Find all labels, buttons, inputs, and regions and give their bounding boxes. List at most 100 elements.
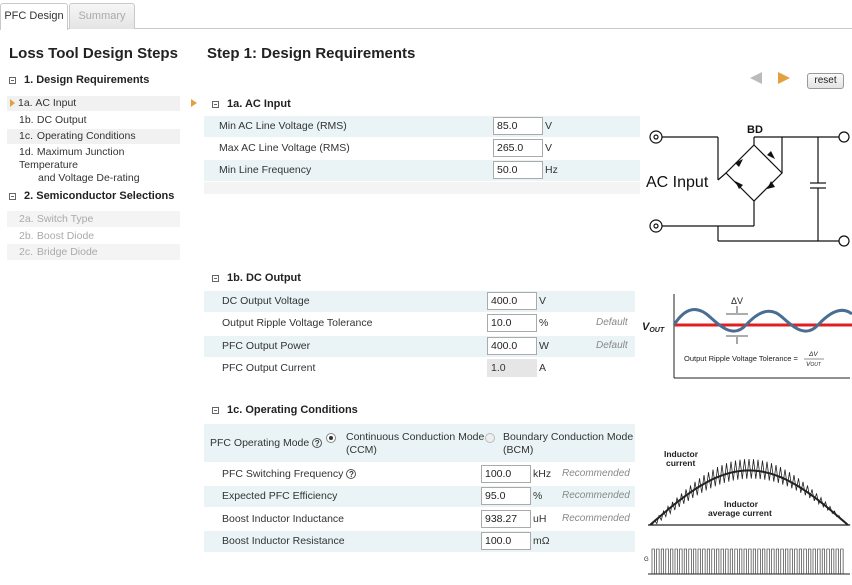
dc-output-voltage-input[interactable] [487,292,537,310]
row-output-ripple: Output Ripple Voltage Tolerance % Defaul… [204,313,635,334]
help-icon[interactable]: ? [312,438,323,449]
row-max-ac-voltage: Max AC Line Voltage (RMS) V [204,138,640,159]
ac-input-bridge-diagram: BD AC Input [646,124,850,247]
pfc-output-power-label: PFC Output Power [222,340,311,352]
unit-label: Hz [545,164,558,176]
recommended-hint: Recommended [562,468,630,479]
max-ac-voltage-label: Max AC Line Voltage (RMS) [219,142,350,154]
gate-label: G [644,557,649,563]
next-step-arrow-icon[interactable] [778,72,790,84]
collapse-icon[interactable] [9,76,16,84]
reset-button[interactable]: reset [807,73,844,89]
average-current-label: Inductor [724,499,759,509]
min-line-frequency-label: Min Line Frequency [219,164,312,176]
unit-label: V [539,295,547,307]
unit-label: V [545,120,553,132]
row-boost-inductor-resistance: Boost Inductor Resistance mΩ [204,531,635,552]
tab-summary[interactable]: Summary [69,3,135,29]
row-min-ac-voltage: Min AC Line Voltage (RMS) V [204,116,640,137]
boost-inductor-inductance-input[interactable] [481,510,531,528]
output-ripple-input[interactable] [487,314,537,332]
expected-efficiency-label: Expected PFC Efficiency [222,490,338,502]
min-ac-voltage-input[interactable] [493,117,543,135]
sidebar-item-ac-input[interactable]: 1a. AC Input [7,96,180,111]
unit-label: mΩ [533,535,550,547]
pfc-switching-frequency-input[interactable] [481,465,531,483]
section-operating-conditions-header[interactable]: 1c. Operating Conditions [212,404,358,416]
row-dc-output-voltage: DC Output Voltage V [204,291,635,312]
collapse-icon[interactable] [212,274,219,282]
ccm-radio-option[interactable] [326,432,336,444]
unit-label: kHz [533,468,552,480]
expected-efficiency-input[interactable] [481,487,531,505]
pfc-output-power-input[interactable] [487,337,537,355]
ccm-label: Continuous Conduction Mode (CCM) [346,431,485,456]
unit-label: uH [533,513,547,525]
page-title: Step 1: Design Requirements [207,45,416,62]
tab-bar: PFC Design Summary [0,0,852,30]
section-ac-input-header[interactable]: 1a. AC Input [212,98,291,110]
inductor-current-diagram: Inductor current Inductor average curren… [644,449,851,575]
collapse-icon[interactable] [212,406,219,414]
average-current-label-2: average current [708,508,772,518]
help-icon[interactable]: ? [346,469,357,480]
sidebar-title: Loss Tool Design Steps [9,45,178,62]
pfc-output-current-readonly [487,359,537,377]
sidebar-item-switch-type: 2a. Switch Type [7,211,180,227]
inductor-current-label: Inductor [664,449,699,459]
ccm-radio[interactable] [326,433,336,443]
collapse-icon[interactable] [9,192,16,200]
ripple-waveform [672,308,852,333]
ripple-fraction-denominator: VOUT [806,361,822,368]
ripple-fraction-numerator: ΔV [808,351,818,358]
bcm-radio-option[interactable] [485,432,495,444]
tab-pfc-design[interactable]: PFC Design [0,3,68,30]
unit-label: V [545,142,553,154]
recommended-hint: Recommended [562,513,630,524]
row-min-line-frequency: Min Line Frequency Hz [204,160,640,181]
row-spacer [204,182,640,194]
current-step-arrow-icon [10,99,15,108]
pfc-operating-mode-label: PFC Operating Mode? [210,437,323,449]
inductor-current-waveform [650,458,851,526]
max-ac-voltage-input[interactable] [493,139,543,157]
min-line-frequency-input[interactable] [493,161,543,179]
unit-label: % [539,317,549,329]
bcm-label: Boundary Conduction Mode (BCM) [503,431,634,456]
boost-inductor-resistance-input[interactable] [481,532,531,550]
output-ripple-label: Output Ripple Voltage Tolerance [222,317,373,329]
delta-v-label: ΔV [731,296,743,306]
recommended-hint: Recommended [562,490,630,501]
section-dc-output-header[interactable]: 1b. DC Output [212,272,301,284]
sidebar-item-boost-diode: 2b. Boost Diode [19,230,95,242]
section-pointer-arrow-icon [191,99,197,107]
gate-pulse-train [651,548,844,574]
sidebar-item-junction-temperature[interactable]: 1d. Maximum Junction Temperature and Vol… [19,146,140,184]
bcm-radio[interactable] [485,433,495,443]
inductor-average-curve [649,469,849,526]
default-hint: Default [596,340,628,351]
sidebar-item-operating-conditions[interactable]: 1c. Operating Conditions [7,129,180,144]
output-ripple-diagram: ΔV VOUT Output Ripple Voltage Tolerance … [642,294,852,379]
unit-label: % [533,490,543,502]
row-pfc-switching-frequency: PFC Switching Frequency? kHz Recommended [204,464,635,485]
sidebar-item-bridge-diode: 2c. Bridge Diode [7,244,180,260]
collapse-icon[interactable] [212,100,219,108]
sidebar-item-dc-output[interactable]: 1b. DC Output [19,114,87,126]
boost-inductor-resistance-label: Boost Inductor Resistance [222,535,345,547]
row-pfc-operating-mode: PFC Operating Mode? Continuous Conductio… [204,424,635,462]
previous-step-arrow-icon[interactable] [750,72,762,84]
sidebar-group-design-requirements[interactable]: 1. Design Requirements [9,74,149,86]
row-pfc-output-power: PFC Output Power W Default [204,336,635,357]
bridge-diode-label: BD [747,124,763,136]
pfc-output-current-label: PFC Output Current [222,362,316,374]
row-boost-inductor-inductance: Boost Inductor Inductance uH Recommended [204,509,635,530]
row-expected-efficiency: Expected PFC Efficiency % Recommended [204,486,635,507]
sidebar-group-semiconductor-selections[interactable]: 2. Semiconductor Selections [9,190,174,202]
boost-inductor-inductance-label: Boost Inductor Inductance [222,513,344,525]
ac-input-diagram-label: AC Input [646,174,709,191]
dc-output-voltage-label: DC Output Voltage [222,295,310,307]
pfc-switching-frequency-label: PFC Switching Frequency? [222,468,357,480]
ripple-caption: Output Ripple Voltage Tolerance = [684,354,799,363]
min-ac-voltage-label: Min AC Line Voltage (RMS) [219,120,347,132]
